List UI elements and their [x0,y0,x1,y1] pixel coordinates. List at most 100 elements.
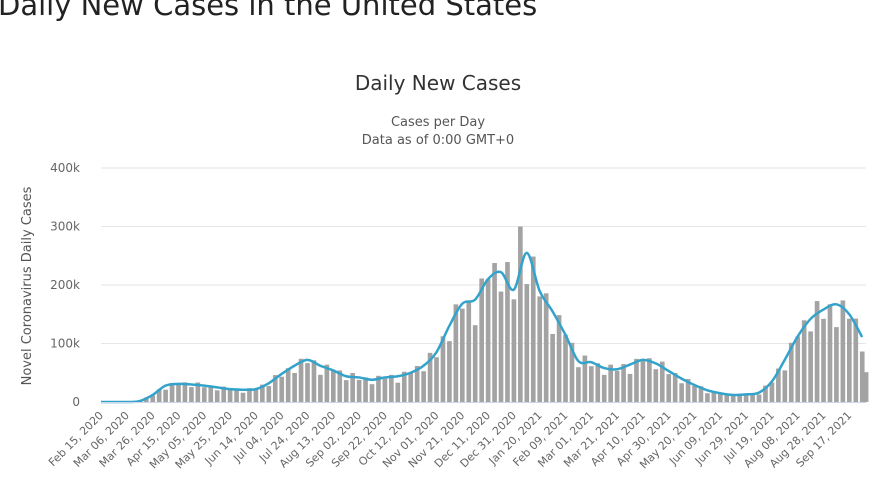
bar [524,284,530,402]
bar [227,389,233,402]
bar [737,393,743,402]
bar [401,371,407,402]
bar [260,384,265,402]
bar [853,318,859,402]
bar [272,375,278,402]
bar [595,363,601,402]
bar [363,377,368,402]
bar [769,382,775,402]
bar [176,383,181,402]
bar [679,383,684,402]
bar [214,390,220,402]
bar [788,342,794,402]
bar [730,396,736,402]
bar [666,374,672,402]
bar [795,336,801,402]
bar [337,370,343,402]
chart-subtitle-2: Data as of 0:00 GMT+0 [362,133,514,148]
bar [801,320,807,402]
bar [672,373,678,402]
page-title: Daily New Cases in the United States [0,0,538,22]
bar [782,370,788,402]
bar [863,372,869,402]
bar [447,341,452,402]
bar [814,301,820,402]
bar [847,318,852,402]
bar [659,361,665,402]
bar [201,387,207,402]
bar [150,395,156,402]
bar [182,382,188,402]
bar [324,364,330,402]
bar [369,384,375,402]
bar [408,372,414,402]
bar [189,387,194,402]
bar [763,385,768,402]
bar [776,368,781,402]
bar [485,279,491,402]
bar [311,360,317,402]
bar [640,361,646,402]
bar [576,367,581,402]
y-tick-label: 200k [50,278,80,292]
y-axis-ticks: 0 100k 200k 300k 400k [50,161,80,409]
y-axis-title: Novel Coronavirus Daily Cases [20,186,35,385]
bar [253,389,259,402]
bar [556,315,562,402]
bar [621,364,626,402]
bar [530,256,536,402]
bar [518,226,523,402]
bar [588,366,594,402]
bar [472,325,478,402]
y-tick-label: 400k [50,161,80,175]
bar [421,371,426,402]
bar [318,374,323,402]
bar [537,296,543,402]
chart-subtitle-1: Cases per Day [391,115,485,130]
bar [305,363,310,402]
bar [505,262,510,402]
bar [350,373,355,402]
bar [440,336,446,402]
bar [414,365,420,402]
bar [479,278,484,402]
bar [492,263,497,402]
bar [808,331,813,402]
bar [717,393,723,402]
bar [569,342,575,402]
y-tick-label: 100k [50,337,80,351]
bar [827,304,833,402]
bar [376,375,381,402]
bar [382,378,388,402]
bar [156,389,162,402]
bar [343,380,349,402]
bar [685,379,691,402]
bar [750,393,755,402]
y-tick-label: 300k [50,220,80,234]
bar [859,351,865,402]
bar [292,372,297,402]
bar [692,385,697,402]
bar [634,358,639,402]
bar [389,374,394,402]
bar [195,382,201,402]
bar [240,392,246,402]
bar [627,373,633,402]
bar [743,395,749,402]
y-tick-label: 0 [72,395,80,409]
bar [356,379,362,402]
bar [705,393,710,402]
bar [821,318,826,402]
bar [550,333,555,402]
bar [169,382,175,402]
bar [563,334,568,402]
bar [653,369,659,402]
bar [298,358,304,402]
bar [266,386,272,402]
bar [163,389,168,402]
bar [498,291,504,402]
bar [427,352,433,402]
bar [834,327,839,402]
